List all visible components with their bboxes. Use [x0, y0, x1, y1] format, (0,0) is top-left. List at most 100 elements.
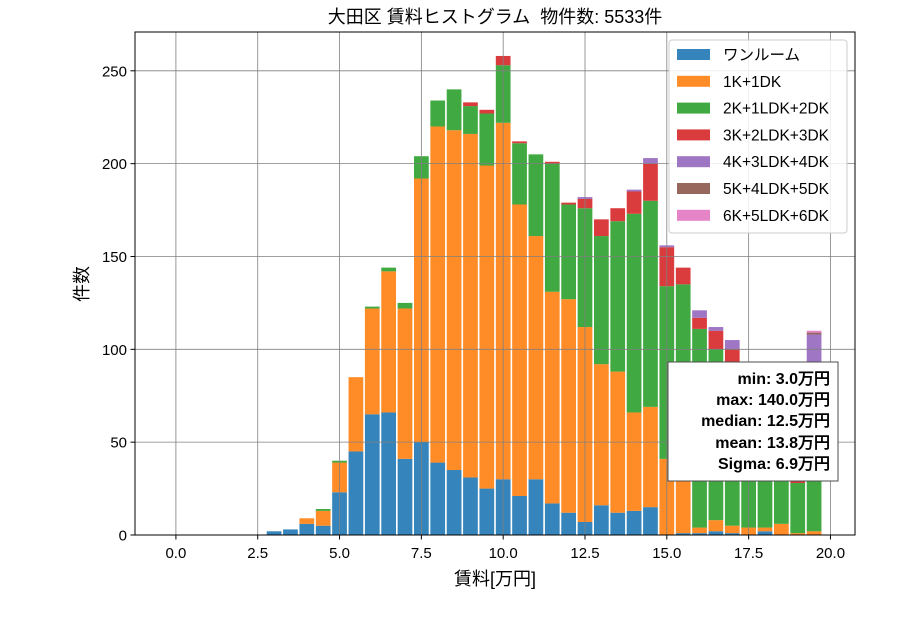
bar-segment-s2-x9.5 — [479, 113, 495, 166]
bar-segment-s1-x19.5 — [806, 531, 822, 535]
y-axis-label: 件数 — [72, 266, 92, 302]
bar-segment-s2-x10.5 — [512, 143, 527, 205]
bar-segment-s1-x12 — [561, 299, 576, 513]
legend-label-1: 1K+1DK — [723, 74, 782, 91]
bar-segment-s2-x6.5 — [381, 267, 396, 272]
x-tick-label: 20.0 — [816, 545, 845, 562]
bar-segment-s0-x18 — [757, 531, 773, 535]
legend-swatch-1 — [677, 75, 710, 87]
bar-segment-s3-x16 — [692, 317, 707, 329]
bar-segment-s2-x14 — [626, 213, 642, 413]
bar-segment-s1-x6.5 — [381, 271, 396, 413]
bar-segment-s1-x18.5 — [774, 523, 789, 535]
bar-segment-s0-x13.5 — [610, 512, 626, 535]
x-tick-label: 5.0 — [329, 545, 350, 562]
stats-box-frame — [667, 361, 839, 482]
legend-label-6: 6K+5LDK+6DK — [723, 208, 830, 225]
bar-segment-s4-x17 — [724, 340, 740, 350]
bar-segment-s1-x16 — [692, 527, 707, 534]
bar-segment-s2-x13 — [594, 236, 609, 365]
bar-segment-s1-x11.5 — [544, 291, 560, 504]
bar-segment-s0-x8 — [430, 462, 446, 535]
bar-segment-s2-x13.5 — [610, 221, 626, 372]
bar-segment-s3-x13 — [594, 219, 609, 237]
tick-layer: 0.0 2.5 5.0 7.5 10.0 12.5 15.0 17.5 20.0 0 50 100 15… — [102, 63, 845, 562]
x-tick-label: 10.0 — [489, 545, 518, 562]
y-tick-label: 200 — [102, 156, 127, 173]
x-tick-label: 15.0 — [652, 545, 681, 562]
bar-segment-s1-x19 — [790, 533, 806, 535]
bar-segment-s3-x9.5 — [479, 109, 495, 114]
bar-segment-s1-x17 — [724, 525, 740, 534]
y-tick-label: 100 — [102, 342, 127, 359]
bar-segment-s3-x14 — [626, 191, 642, 214]
bar-segment-s2-x4.5 — [315, 509, 331, 511]
bar-segment-s0-x3 — [266, 531, 282, 535]
x-tick-label: 0.0 — [165, 545, 186, 562]
bar-segment-s0-x17 — [724, 533, 740, 535]
bar-segment-s5-x19.5 — [806, 332, 822, 335]
bar-segment-s1-x7 — [397, 308, 413, 459]
bar-segment-s3-x11.5 — [544, 161, 560, 164]
bar-segment-s4-x14.5 — [643, 158, 658, 164]
bar-segment-s2-x12 — [561, 204, 576, 300]
x-axis-label: 賃料[万円] — [454, 569, 536, 589]
x-tick-label: 2.5 — [247, 545, 268, 562]
bar-segment-s1-x8.5 — [446, 130, 462, 471]
bar-segment-s0-x11 — [528, 479, 544, 535]
legend-label-4: 4K+3LDK+4DK — [723, 154, 830, 171]
bar-segment-s1-x9.5 — [479, 165, 495, 489]
stats-sigma: Sigma: 6.9万円 — [718, 455, 830, 473]
bar-segment-s2-x19 — [790, 483, 806, 534]
legend-label-0: ワンルーム — [723, 47, 800, 64]
stats-mean: mean: 13.8万円 — [715, 434, 830, 452]
legend-label-3: 3K+2LDK+3DK — [723, 127, 830, 144]
bar-segment-s0-x9.5 — [479, 488, 495, 535]
bar-segment-s3-x13.5 — [610, 208, 626, 222]
bar-segment-s1-x4 — [299, 518, 315, 524]
x-tick-label: 7.5 — [411, 545, 432, 562]
legend-label-5: 5K+4LDK+5DK — [723, 181, 830, 198]
bar-segment-s6-x19.5 — [806, 330, 822, 333]
bar-segment-s2-x11.5 — [544, 163, 560, 292]
legend-label-2: 2K+1LDK+2DK — [723, 101, 830, 118]
bar-segment-s0-x16.5 — [708, 531, 724, 535]
bar-segment-s1-x18 — [757, 527, 773, 532]
bar-segment-s0-x16 — [692, 533, 707, 535]
stats-median: median: 12.5万円 — [701, 412, 830, 430]
bar-segment-s4-x16.5 — [708, 327, 724, 331]
bar-segment-s1-x13 — [594, 364, 609, 506]
bar-segment-s1-x10.5 — [512, 204, 527, 497]
bar-segment-s3-x15.5 — [675, 267, 691, 285]
bar-segment-s1-x15.5 — [675, 481, 691, 534]
bar-segment-s2-x9 — [463, 106, 478, 134]
bar-segment-s2-x6 — [364, 306, 380, 309]
bar-segment-s0-x14 — [626, 510, 642, 535]
legend-swatch-0 — [677, 49, 710, 60]
bar-segment-s1-x9 — [463, 133, 478, 478]
bar-segment-s3-x12 — [561, 202, 576, 205]
bar-segment-s1-x14.5 — [643, 406, 658, 508]
bar-segment-s3-x10.5 — [512, 141, 527, 144]
legend: ワンルーム 1K+1DK 2K+1LDK+2DK 3K+2LDK+3DK 4K+3LDK… — [668, 39, 848, 234]
bar-segment-s1-x11 — [528, 236, 544, 480]
legend-box — [668, 39, 848, 234]
bar-segment-s4-x16 — [692, 310, 707, 318]
bar-segment-s1-x4.5 — [315, 510, 331, 526]
bar-segment-s2-x8 — [430, 100, 446, 127]
bar-segment-s1-x8 — [430, 126, 446, 463]
bar-segment-s0-x6.5 — [381, 412, 396, 535]
bar-segment-s3-x14.5 — [643, 163, 658, 201]
legend-swatch-4 — [677, 156, 710, 168]
bar-segment-s0-x14.5 — [643, 507, 658, 535]
bar-segment-s0-x11.5 — [544, 503, 560, 535]
stats-min: min: 3.0万円 — [738, 370, 830, 388]
chart-title: 大田区 賃料ヒストグラム 物件数: 5533件 — [328, 7, 663, 27]
bar-segment-s2-x11 — [528, 154, 544, 237]
bar-segment-s0-x9 — [463, 477, 478, 535]
bar-segment-s0-x12 — [561, 512, 576, 535]
bar-segment-s3-x16.5 — [708, 330, 724, 350]
x-tick-label: 17.5 — [734, 545, 763, 562]
bar-segment-s0-x7 — [397, 458, 413, 535]
